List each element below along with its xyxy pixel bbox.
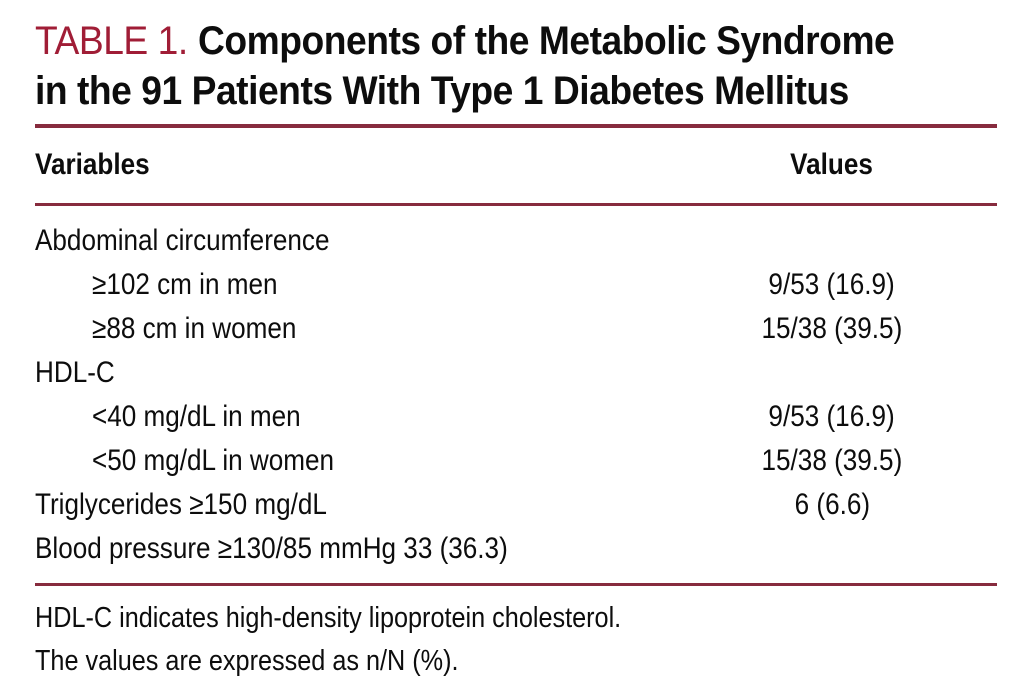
row-label: ≥88 cm in women: [35, 307, 727, 351]
row-value-text: 9/53 (16.9): [768, 400, 896, 433]
row-value: 15/38 (39.5): [727, 307, 997, 351]
column-header-values: Values: [727, 148, 997, 182]
row-value: [727, 351, 997, 395]
column-header-values-label: Values: [790, 148, 874, 181]
row-value-text: 15/38 (39.5): [761, 312, 903, 345]
table-row: HDL-C: [35, 351, 997, 395]
footnote-abbreviations: HDL-C indicates high-density lipoprotein…: [35, 597, 997, 640]
row-value: 9/53 (16.9): [727, 263, 997, 307]
table-row: ≥102 cm in men 9/53 (16.9): [35, 263, 997, 307]
footnote-text: The values are expressed as n/N (%).: [35, 645, 459, 677]
column-header-variables-label: Variables: [35, 148, 150, 181]
row-label: ≥102 cm in men: [35, 263, 727, 307]
row-label-text: <50 mg/dL in women: [92, 444, 335, 477]
table-header-row: Variables Values: [35, 128, 997, 203]
row-label-text: ≥88 cm in women: [92, 312, 297, 345]
table-rule-top: [35, 124, 997, 128]
table-row: Triglycerides ≥150 mg/dL 6 (6.6): [35, 483, 997, 527]
row-label: Blood pressure ≥130/85 mmHg 33 (36.3): [35, 527, 727, 571]
table-row: Abdominal circumference: [35, 219, 997, 263]
column-header-variables: Variables: [35, 148, 727, 182]
table-rule-bottom: [35, 583, 997, 586]
row-label-text: Triglycerides ≥150 mg/dL: [35, 488, 327, 521]
footnote-text: HDL-C indicates high-density lipoprotein…: [35, 602, 622, 634]
row-value: 15/38 (39.5): [727, 439, 997, 483]
row-value: [727, 219, 997, 263]
table-footnotes: HDL-C indicates high-density lipoprotein…: [35, 597, 997, 683]
table-row: <40 mg/dL in men 9/53 (16.9): [35, 395, 997, 439]
row-value: 6 (6.6): [727, 483, 997, 527]
row-value-text: 9/53 (16.9): [768, 268, 896, 301]
row-value-text: 15/38 (39.5): [761, 444, 903, 477]
row-label-text: Blood pressure ≥130/85 mmHg 33 (36.3): [35, 532, 508, 565]
table-row: Blood pressure ≥130/85 mmHg 33 (36.3): [35, 527, 997, 571]
row-label-text: HDL-C: [35, 356, 115, 389]
table-rule-header-bottom: [35, 203, 997, 206]
row-label: Triglycerides ≥150 mg/dL: [35, 483, 727, 527]
row-label-text: <40 mg/dL in men: [92, 400, 301, 433]
row-label: Abdominal circumference: [35, 219, 727, 263]
table-row: ≥88 cm in women 15/38 (39.5): [35, 307, 997, 351]
table-body: Abdominal circumference ≥102 cm in men 9…: [35, 206, 997, 571]
table-title-line-2: in the 91 Patients With Type 1 Diabetes …: [35, 69, 849, 113]
table-title-text-line-1: Components of the Metabolic Syndrome: [197, 19, 895, 63]
row-label: <50 mg/dL in women: [35, 439, 727, 483]
row-value-text: 6 (6.6): [794, 488, 870, 521]
table-number-label: TABLE 1.: [35, 19, 188, 63]
table-row: <50 mg/dL in women 15/38 (39.5): [35, 439, 997, 483]
row-value: 9/53 (16.9): [727, 395, 997, 439]
footnote-values-format: The values are expressed as n/N (%).: [35, 640, 997, 683]
row-value: [727, 527, 997, 571]
row-label: HDL-C: [35, 351, 727, 395]
row-label-text: ≥102 cm in men: [92, 268, 278, 301]
table-title: TABLE 1. Components of the Metabolic Synd…: [35, 16, 997, 116]
table-title-line-1: TABLE 1. Components of the Metabolic Synd…: [35, 16, 930, 66]
row-label-text: Abdominal circumference: [35, 224, 330, 257]
row-label: <40 mg/dL in men: [35, 395, 727, 439]
